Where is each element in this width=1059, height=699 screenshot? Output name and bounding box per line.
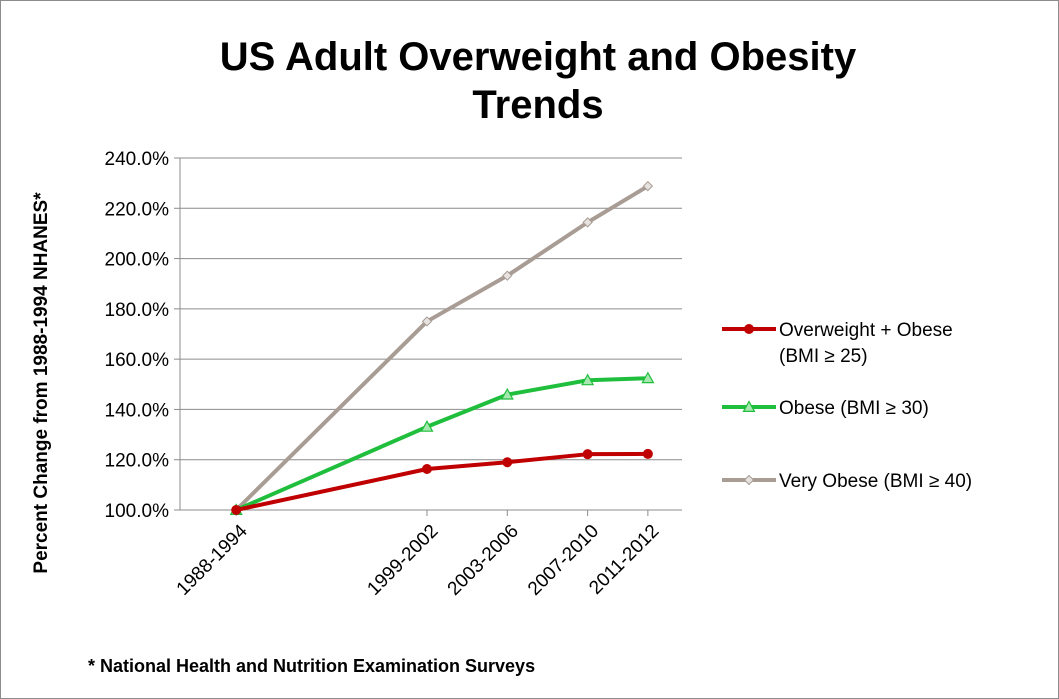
legend-label: Very Obese (BMI ≥ 40) — [779, 471, 972, 492]
data-point — [502, 457, 513, 468]
y-tick-label: 200.0% — [105, 250, 170, 271]
legend: Overweight + Obese (BMI ≥ 25) Obese (BMI ≥… — [722, 320, 972, 492]
series-lines — [229, 180, 655, 516]
legend-marker — [744, 324, 754, 334]
chart-title-line-1: US Adult Overweight and Obesity — [220, 35, 857, 79]
y-tick-label: 180.0% — [105, 300, 170, 321]
gridlines — [174, 157, 682, 511]
data-point — [502, 270, 513, 281]
series-0 — [231, 448, 653, 515]
series-line — [234, 184, 650, 512]
y-tick-label: 100.0% — [105, 501, 170, 522]
y-tick-label: 240.0% — [105, 149, 170, 170]
axes — [179, 158, 682, 511]
footnote: * National Health and Nutrition Examinat… — [88, 656, 535, 676]
data-point — [642, 448, 653, 459]
legend-marker — [742, 400, 756, 412]
legend-label: Overweight + Obese — [779, 320, 953, 341]
y-tick-labels: 100.0% 120.0% 140.0% 160.0% 180.0% 200.0% 220.… — [105, 149, 170, 522]
x-tick-labels: 1988-1994 1999-2002 2003-2006 2007-20102011… — [173, 510, 663, 600]
series-1 — [229, 371, 655, 516]
data-point — [641, 371, 655, 384]
legend-marker — [743, 474, 755, 486]
y-tick-label: 140.0% — [105, 400, 170, 421]
legend-label: Obese (BMI ≥ 30) — [779, 398, 929, 419]
legend-item-0: Overweight + Obese (BMI ≥ 25) — [722, 320, 953, 367]
data-point — [500, 387, 514, 400]
data-point — [582, 449, 593, 460]
data-point — [582, 217, 593, 228]
data-point — [421, 464, 432, 475]
y-tick-label: 220.0% — [105, 199, 170, 220]
data-point — [642, 180, 654, 192]
legend-label: (BMI ≥ 25) — [779, 346, 868, 367]
series-line — [234, 376, 650, 512]
data-point — [421, 316, 433, 327]
data-point — [231, 505, 242, 515]
y-axis-label: Percent Change from 1988-1994 NHANES* — [31, 192, 52, 574]
y-tick-label: 160.0% — [105, 350, 170, 371]
legend-item-1: Obese (BMI ≥ 30) — [722, 398, 929, 419]
chart-title-line-2: Trends — [472, 83, 603, 127]
x-tick-label: 1988-1994 — [173, 520, 252, 599]
legend-item-2: Very Obese (BMI ≥ 40) — [722, 471, 972, 492]
data-point — [581, 373, 595, 386]
y-tick-label: 120.0% — [105, 451, 170, 472]
series-2 — [231, 180, 654, 516]
data-point — [420, 420, 434, 432]
x-tick-label: 1999-2002 — [363, 521, 442, 600]
x-tick-label: 2003-2006 — [444, 521, 523, 600]
